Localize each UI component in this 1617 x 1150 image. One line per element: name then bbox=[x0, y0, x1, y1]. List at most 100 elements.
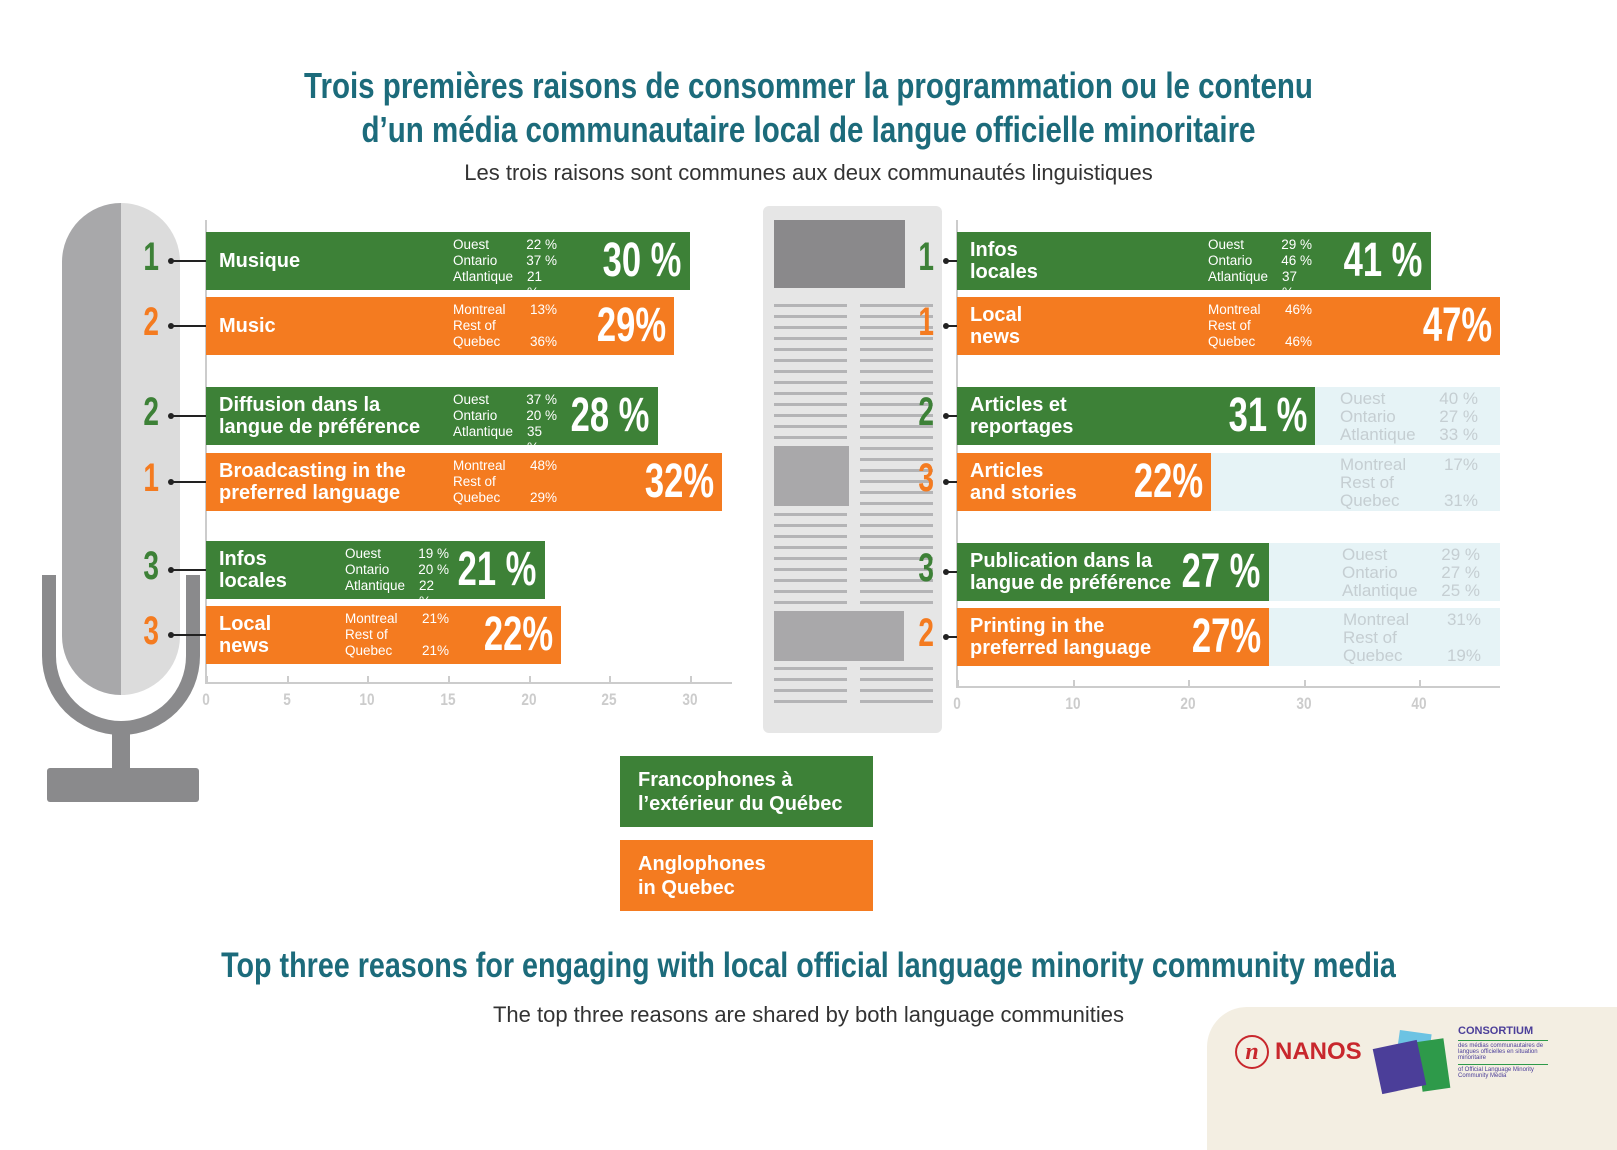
leader-line bbox=[170, 569, 216, 571]
bar-label: Local news bbox=[219, 613, 272, 657]
bar-value: 32% bbox=[644, 455, 715, 508]
region-value: 27 % bbox=[1439, 407, 1478, 426]
region-value: 21 % bbox=[527, 269, 543, 300]
region-name: Atlantique bbox=[1342, 581, 1418, 600]
page-title-fr: Trois premières raisons de consommer la … bbox=[146, 64, 1472, 152]
breakdown-row: Ontario 20 % bbox=[345, 562, 449, 578]
rank-number: 3 bbox=[143, 544, 159, 588]
bar-value: 30 % bbox=[603, 234, 682, 287]
bar-value: 21 % bbox=[457, 543, 537, 596]
leader-line bbox=[170, 325, 216, 327]
region-value: 21% bbox=[421, 643, 449, 658]
logo-area: n NANOS CONSORTIUM des médias communautai… bbox=[1207, 1007, 1617, 1150]
x-tick-label: 40 bbox=[1411, 694, 1427, 713]
region-name: Ouest bbox=[453, 392, 490, 407]
bar-anglophone: Music 29% bbox=[206, 297, 674, 355]
bar-value: 47% bbox=[1422, 299, 1492, 352]
breakdown-row: Quebec 21% bbox=[345, 643, 449, 659]
consortium-logo-icon bbox=[1372, 1029, 1451, 1095]
bar-francophone: Publication dans la langue de préférence… bbox=[957, 543, 1269, 601]
region-value: 46 % bbox=[1281, 253, 1312, 268]
region-value: 27 % bbox=[1441, 563, 1480, 582]
rank-number: 2 bbox=[143, 300, 159, 344]
rank-number: 2 bbox=[143, 390, 159, 434]
consortium-en: of Official Language Minority Community … bbox=[1458, 1064, 1548, 1079]
breakdown-row: Montreal 21% bbox=[345, 611, 449, 627]
region-value: 21% bbox=[421, 611, 449, 626]
region-value: 33 % bbox=[1439, 425, 1478, 444]
bar-value: 41 % bbox=[1343, 234, 1423, 287]
breakdown-row: Rest of bbox=[1340, 474, 1478, 492]
region-name: Ontario bbox=[453, 253, 498, 268]
breakdown-row: Rest of bbox=[345, 627, 449, 643]
bar-value: 22% bbox=[483, 608, 553, 661]
region-name: Rest of bbox=[345, 627, 388, 642]
bar-francophone: Diffusion dans la langue de préférence 28… bbox=[206, 387, 658, 445]
region-name: Ouest bbox=[453, 237, 490, 252]
breakdown-row: Quebec 31% bbox=[1340, 492, 1478, 510]
rank-number: 2 bbox=[918, 611, 934, 655]
region-value: 37 % bbox=[526, 392, 557, 407]
bar-label: Infos locales bbox=[970, 239, 1038, 283]
bar-value: 22% bbox=[1133, 455, 1204, 508]
region-value: 19% bbox=[1446, 646, 1481, 665]
bar-anglophone: Articles and stories 22% bbox=[957, 453, 1212, 511]
nanos-text: NANOS bbox=[1275, 1038, 1362, 1065]
x-tick bbox=[1072, 680, 1075, 686]
rank-number: 2 bbox=[918, 390, 934, 434]
breakdown-row: Ontario 27 % bbox=[1342, 564, 1480, 582]
breakdown-row: Ouest 19 % bbox=[345, 546, 449, 562]
bar-label: Publication dans la langue de préférence bbox=[970, 550, 1172, 594]
bar-label: Local news bbox=[970, 304, 1023, 348]
regional-breakdown: Ouest 29 % Ontario 46 % Atlantique 37 % bbox=[1208, 237, 1312, 301]
rank-number: 1 bbox=[143, 235, 159, 279]
x-tick bbox=[1188, 680, 1190, 686]
x-tick-label: 30 bbox=[682, 690, 698, 709]
bar-label: Articles et reportages bbox=[970, 394, 1074, 438]
rank-number: 3 bbox=[918, 546, 934, 590]
regional-breakdown: Montreal 17% Rest of Quebec 31% bbox=[1340, 456, 1478, 510]
region-value: 29% bbox=[529, 490, 557, 505]
region-value: 31% bbox=[1443, 491, 1478, 510]
region-name: Montreal bbox=[453, 458, 506, 473]
breakdown-row: Ouest 40 % bbox=[1340, 390, 1478, 408]
rank-number: 1 bbox=[918, 300, 934, 344]
bar-label: Music bbox=[219, 315, 276, 337]
region-value: 19 % bbox=[418, 546, 449, 561]
region-name: Montreal bbox=[345, 611, 398, 626]
region-name: Atlantique bbox=[1340, 425, 1416, 444]
x-tick-label: 30 bbox=[1295, 694, 1312, 713]
x-tick bbox=[689, 676, 692, 682]
bar-value: 31 % bbox=[1228, 389, 1308, 442]
x-tick-label: 25 bbox=[601, 690, 617, 709]
breakdown-row: Rest of bbox=[453, 474, 557, 490]
region-name: Ontario bbox=[453, 408, 498, 423]
x-tick-label: 10 bbox=[1064, 694, 1081, 713]
bar-label: Infos locales bbox=[219, 548, 287, 592]
regional-breakdown: Montreal 48% Rest of Quebec 29% bbox=[453, 458, 557, 506]
region-name: Ontario bbox=[345, 562, 390, 577]
x-tick bbox=[528, 676, 531, 682]
leader-line bbox=[945, 481, 967, 483]
bar-francophone: Infos locales 41 % bbox=[957, 232, 1431, 290]
region-name: Ouest bbox=[345, 546, 382, 561]
x-tick bbox=[1303, 680, 1306, 686]
rank-number: 3 bbox=[918, 456, 934, 500]
region-value: 22 % bbox=[526, 237, 557, 252]
region-name: Quebec bbox=[1343, 646, 1403, 665]
leader-line bbox=[170, 260, 216, 262]
bar-francophone: Articles et reportages 31 % bbox=[957, 387, 1316, 445]
consortium-fr: des médias communautaires de langues off… bbox=[1458, 1040, 1548, 1061]
region-name: Montreal bbox=[453, 302, 506, 317]
breakdown-row: Ontario 20 % bbox=[453, 408, 557, 424]
region-name: Rest of bbox=[1340, 473, 1394, 492]
breakdown-row: Quebec 46% bbox=[1208, 334, 1312, 350]
x-tick-label: 10 bbox=[359, 690, 375, 709]
region-value: 46% bbox=[1284, 302, 1312, 317]
breakdown-row: Ontario 46 % bbox=[1208, 253, 1312, 269]
breakdown-row: Atlantique 37 % bbox=[1208, 269, 1312, 301]
region-value: 20 % bbox=[418, 562, 449, 577]
footer-title: Top three reasons for engaging with loca… bbox=[221, 946, 1396, 985]
region-value: 22 % bbox=[419, 578, 435, 609]
